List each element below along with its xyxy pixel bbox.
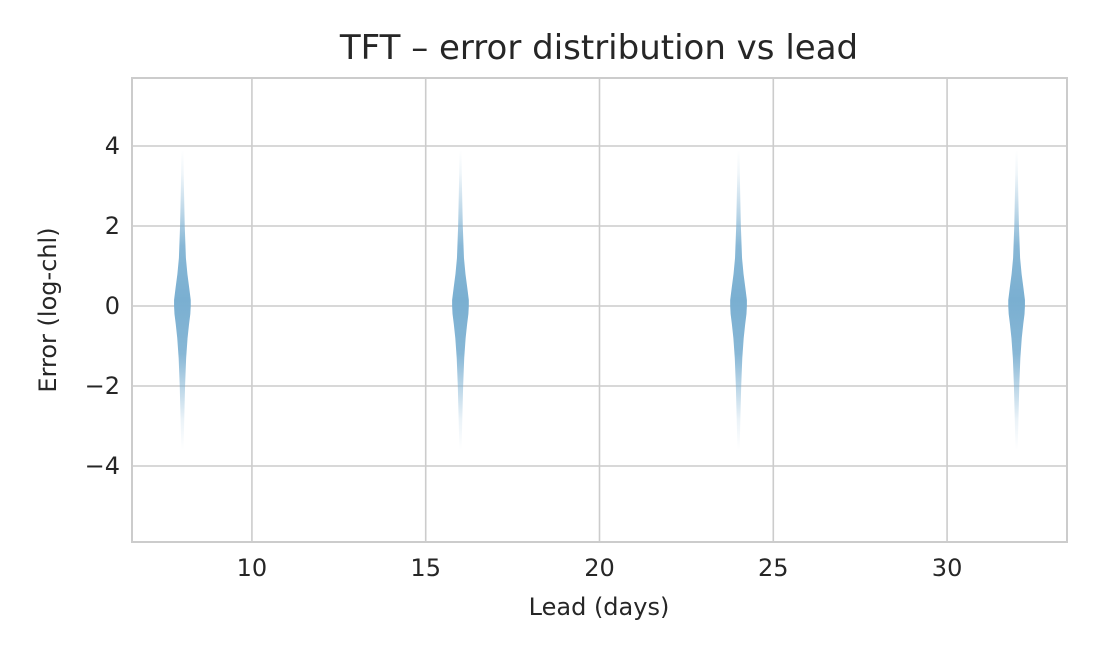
y-tick-label: 0 bbox=[105, 292, 120, 320]
violins bbox=[174, 150, 1025, 450]
y-tick-label: 4 bbox=[105, 132, 120, 160]
x-tick-label: 20 bbox=[584, 554, 615, 582]
y-tick-label: −4 bbox=[85, 452, 120, 480]
violin-body bbox=[174, 150, 191, 450]
y-axis-label: Error (log-chl) bbox=[34, 227, 62, 392]
y-tick-label: 2 bbox=[105, 212, 120, 240]
x-ticks: 10 15 20 25 30 bbox=[237, 554, 963, 582]
plot-frame bbox=[131, 77, 1068, 543]
y-ticks: 4 2 0 −2 −4 bbox=[85, 132, 120, 480]
violin-body bbox=[1008, 150, 1025, 450]
x-tick-label: 30 bbox=[932, 554, 963, 582]
chart-title: TFT – error distribution vs lead bbox=[339, 28, 858, 68]
x-axis-label: Lead (days) bbox=[529, 593, 670, 621]
x-tick-label: 10 bbox=[237, 554, 268, 582]
x-tick-label: 15 bbox=[410, 554, 441, 582]
violin-body bbox=[452, 150, 469, 450]
grid bbox=[132, 78, 1067, 542]
y-tick-label: −2 bbox=[85, 372, 120, 400]
violin-body bbox=[730, 150, 747, 450]
x-tick-label: 25 bbox=[758, 554, 789, 582]
